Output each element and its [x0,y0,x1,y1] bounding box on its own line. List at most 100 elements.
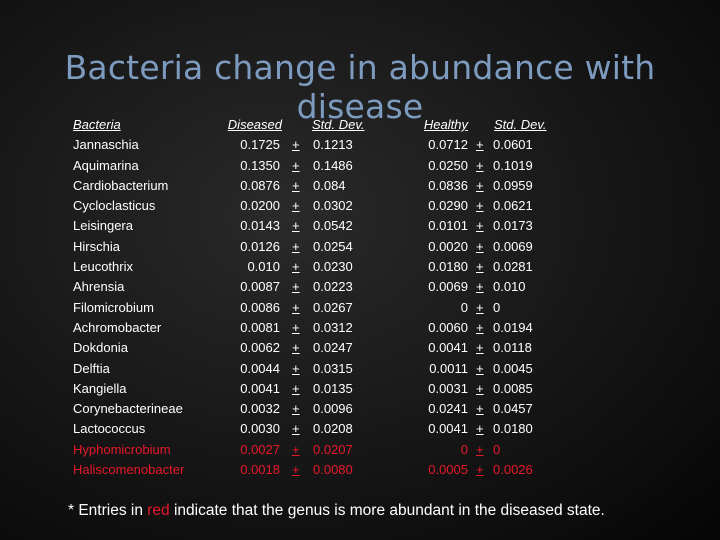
diseased-std-dev: 0.0315 [313,360,353,376]
table-row: Kangiella 0.0041 +0.0135 0.0031 +0.0085 [0,379,720,399]
diseased-std-dev: 0.0080 [313,462,353,478]
plus-minus-sign: + [292,157,300,173]
healthy-std-dev: 0.0621 [493,198,533,214]
plus-minus-sign: + [476,319,484,335]
bacteria-name: Cycloclasticus [73,198,156,214]
healthy-value: 0.0005 [428,462,468,478]
healthy-std-dev: 0.0118 [493,340,532,356]
healthy-std-dev: 0.0601 [493,137,533,153]
plus-minus-sign: + [292,360,300,376]
header-diseased: Diseased [227,117,282,132]
plus-minus-sign: + [476,299,484,315]
plus-minus-sign: + [476,157,484,173]
diseased-std-dev: 0.0208 [313,421,353,437]
plus-minus-sign: + [292,177,300,193]
bacteria-name: Cardiobacterium [73,177,169,193]
bacteria-name: Haliscomenobacter [73,462,185,478]
healthy-value: 0.0241 [428,401,468,417]
table-row: Hyphomicrobium 0.0027 +0.0207 0 +0 [0,440,720,460]
bacteria-name: Hyphomicrobium [73,441,171,457]
healthy-std-dev: 0.0045 [493,360,533,376]
plus-minus-sign: + [476,279,484,295]
table-body: Jannaschia 0.1725 +0.1213 0.0712 +0.0601 Aqui… [0,135,720,480]
table-row: Lactococcus 0.0030 +0.0208 0.0041 +0.0180 [0,419,720,439]
plus-minus-sign: + [476,441,484,457]
plus-minus-sign: + [292,380,300,396]
plus-minus-sign: + [476,238,484,254]
bacteria-name: Corynebacterineae [73,401,183,417]
diseased-value: 0.0143 [240,218,280,234]
diseased-value: 0.0062 [240,340,280,356]
healthy-value: 0.0041 [428,421,468,437]
plus-minus-sign: + [292,279,300,295]
header-healthy: Healthy [423,117,468,132]
diseased-value: 0.010 [247,259,280,275]
plus-minus-sign: + [476,340,484,356]
healthy-value: 0.0250 [428,157,468,173]
table-row: Jannaschia 0.1725 +0.1213 0.0712 +0.0601 [0,135,720,155]
healthy-value: 0.0069 [428,279,468,295]
plus-minus-sign: + [292,218,300,234]
plus-minus-sign: + [476,259,484,275]
slide-title: Bacteria change in abundance with diseas… [64,48,656,126]
healthy-std-dev: 0.1019 [493,157,533,173]
diseased-value: 0.0027 [240,441,280,457]
plus-minus-sign: + [292,441,300,457]
plus-minus-sign: + [292,340,300,356]
diseased-value: 0.0200 [240,198,280,214]
header-std-dev-healthy: Std. Dev. [494,117,547,132]
healthy-value: 0.0060 [428,319,468,335]
table-row: Leucothrix 0.010 +0.0230 0.0180 +0.0281 [0,257,720,277]
healthy-std-dev: 0.010 [493,279,526,295]
diseased-std-dev: 0.0312 [313,319,353,335]
diseased-value: 0.0030 [240,421,280,437]
diseased-std-dev: 0.0207 [313,441,353,457]
diseased-value: 0.0044 [240,360,280,376]
bacteria-name: Leucothrix [73,259,133,275]
diseased-std-dev: 0.0096 [313,401,353,417]
healthy-value: 0.0290 [428,198,468,214]
diseased-std-dev: 0.0267 [313,299,353,315]
diseased-std-dev: 0.0135 [313,380,353,396]
diseased-value: 0.0087 [240,279,280,295]
bacteria-name: Lactococcus [73,421,146,437]
diseased-std-dev: 0.1213 [313,137,353,153]
bacteria-name: Dokdonia [73,340,128,356]
plus-minus-sign: + [476,218,484,234]
table-row: Haliscomenobacter 0.0018 +0.0080 0.0005 +0.0… [0,460,720,480]
diseased-std-dev: 0.0230 [313,259,353,275]
healthy-value: 0.0712 [428,137,468,153]
diseased-value: 0.0126 [240,238,280,254]
plus-minus-sign: + [292,299,300,315]
healthy-std-dev: 0.0069 [493,238,533,254]
header-std-dev-diseased: Std. Dev. [312,117,365,132]
bacteria-name: Hirschia [73,238,120,254]
plus-minus-sign: + [476,380,484,396]
table-row: Achromobacter 0.0081 +0.0312 0.0060 +0.0194 [0,318,720,338]
bacteria-name: Jannaschia [73,137,139,153]
healthy-std-dev: 0.0457 [493,401,533,417]
plus-minus-sign: + [476,462,484,478]
table-row: Filomicrobium 0.0086 +0.0267 0 +0 [0,298,720,318]
diseased-std-dev: 0.1486 [313,157,353,173]
plus-minus-sign: + [476,401,484,417]
footnote-after: indicate that the genus is more abundant… [169,502,605,519]
diseased-value: 0.0018 [240,462,280,478]
table-row: Aquimarina 0.1350 +0.1486 0.0250 +0.1019 [0,156,720,176]
healthy-value: 0.0011 [429,360,468,376]
diseased-value: 0.0081 [240,319,280,335]
diseased-std-dev: 0.0254 [313,238,353,254]
healthy-value: 0.0020 [428,238,468,254]
plus-minus-sign: + [292,401,300,417]
healthy-value: 0 [460,441,468,457]
bacteria-name: Delftia [73,360,110,376]
healthy-std-dev: 0.0085 [493,380,533,396]
table-row: Cycloclasticus 0.0200 +0.0302 0.0290 +0.0621 [0,196,720,216]
diseased-std-dev: 0.0302 [313,198,353,214]
table-row: Hirschia 0.0126 +0.0254 0.0020 +0.0069 [0,237,720,257]
diseased-std-dev: 0.0542 [313,218,353,234]
healthy-std-dev: 0 [493,299,501,315]
healthy-std-dev: 0.0959 [493,177,533,193]
healthy-std-dev: 0.0194 [493,319,533,335]
plus-minus-sign: + [292,238,300,254]
